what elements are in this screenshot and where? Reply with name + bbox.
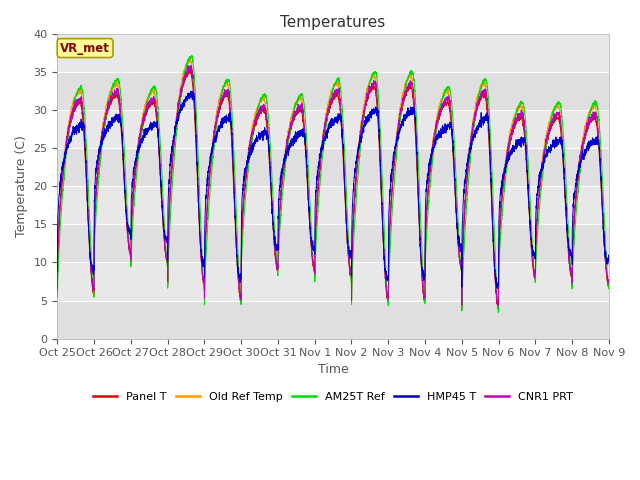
Bar (58, 224, 609, 263)
Legend: Panel T, Old Ref Temp, AM25T Ref, HMP45 T, CNR1 PRT: Panel T, Old Ref Temp, AM25T Ref, HMP45 … (88, 387, 578, 406)
Y-axis label: Temperature (C): Temperature (C) (15, 135, 28, 237)
Bar (58, 72, 609, 110)
Text: VR_met: VR_met (60, 42, 110, 55)
Title: Temperatures: Temperatures (280, 15, 386, 30)
X-axis label: Time: Time (317, 362, 349, 375)
Bar (58, 148, 609, 186)
Bar (58, 300, 609, 339)
